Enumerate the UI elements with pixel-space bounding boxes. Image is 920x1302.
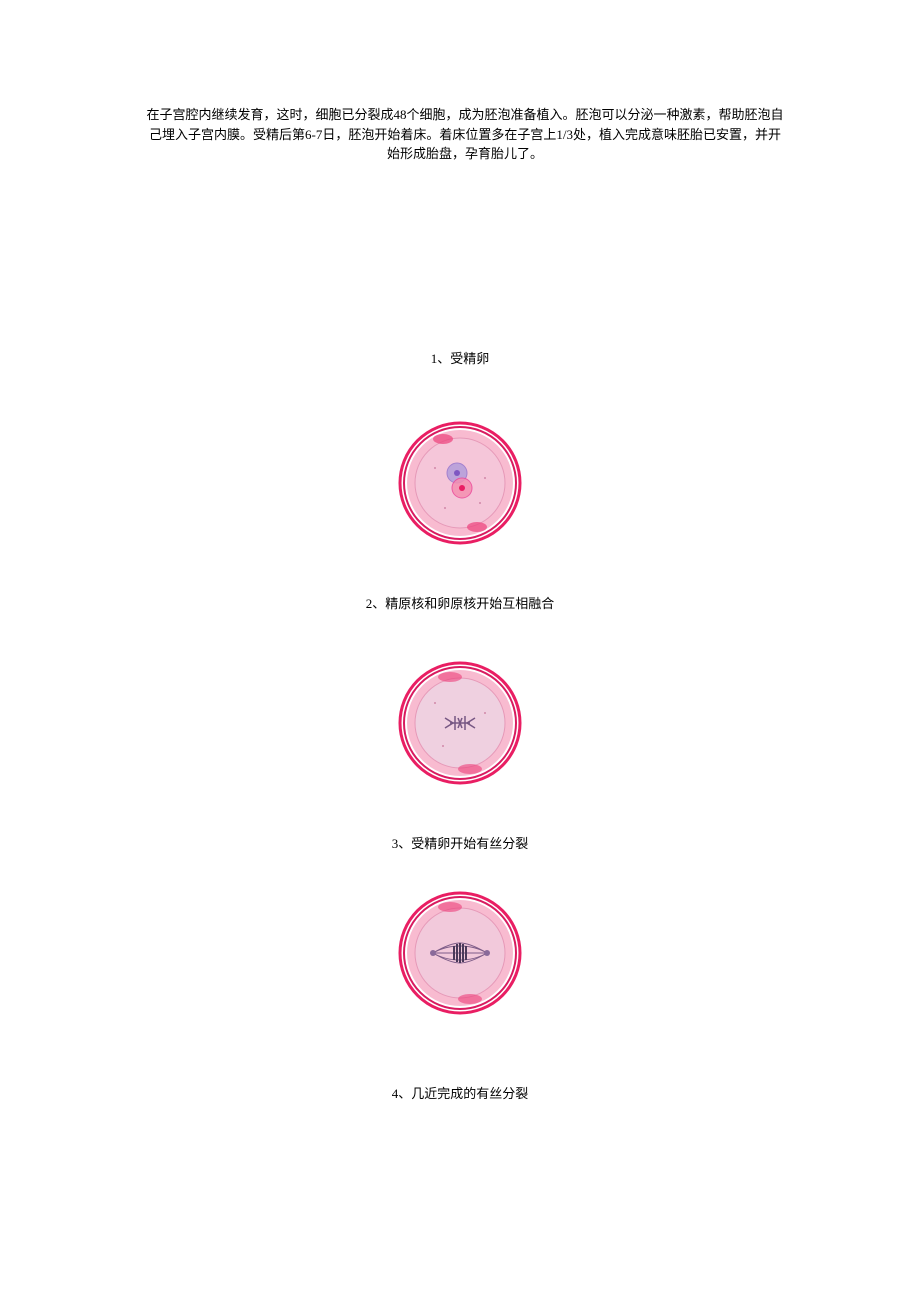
stage-2-section: 2、精原核和卵原核开始互相融合 — [0, 595, 920, 793]
stage-4-section: 4、几近完成的有丝分裂 — [0, 1085, 920, 1103]
stage-1-caption: 1、受精卵 — [0, 350, 920, 368]
stage-3-section: 3、受精卵开始有丝分裂 — [0, 835, 920, 1023]
stage-2-caption: 2、精原核和卵原核开始互相融合 — [0, 595, 920, 613]
stage-2-diagram — [395, 658, 525, 793]
stage-3-diagram — [395, 888, 525, 1023]
stage-1-section: 1、受精卵 — [0, 350, 920, 553]
stage-3-caption: 3、受精卵开始有丝分裂 — [0, 835, 920, 853]
stage-1-diagram — [395, 418, 525, 553]
intro-paragraph: 在子宫腔内继续发育，这时，细胞已分裂成48个细胞，成为胚泡准备植入。胚泡可以分泌… — [145, 105, 785, 164]
stage-4-caption: 4、几近完成的有丝分裂 — [0, 1085, 920, 1103]
intro-text: 在子宫腔内继续发育，这时，细胞已分裂成48个细胞，成为胚泡准备植入。胚泡可以分泌… — [146, 107, 783, 161]
